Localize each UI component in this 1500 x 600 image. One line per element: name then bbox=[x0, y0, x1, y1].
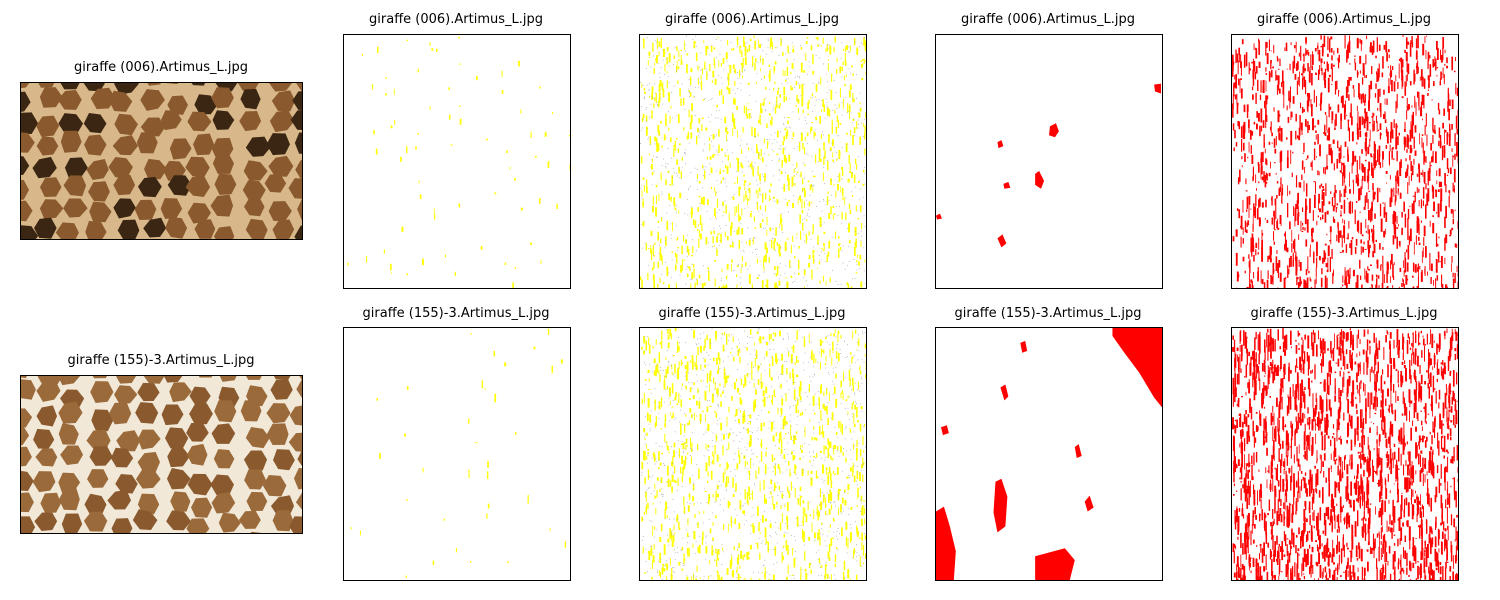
yellow-dense-mask-006 bbox=[639, 34, 867, 289]
mask-pixels bbox=[640, 35, 866, 288]
giraffe-patches bbox=[21, 376, 302, 533]
giraffe-photo-155-3 bbox=[20, 375, 303, 534]
red-dense-title-row2: giraffe (155)-3.Artimus_L.jpg bbox=[1250, 306, 1438, 321]
mask-blobs bbox=[936, 83, 1162, 248]
photo-title-row2: giraffe (155)-3.Artimus_L.jpg bbox=[67, 353, 255, 368]
yellow-sparse-mask-006 bbox=[343, 34, 571, 289]
mask-svg-r1-155 bbox=[936, 328, 1162, 580]
red-dense-mask-155-3 bbox=[1231, 327, 1459, 581]
mask-pixels bbox=[1232, 328, 1458, 580]
red-dense-mask-006 bbox=[1231, 34, 1459, 289]
mask-svg-r1-006 bbox=[936, 83, 1162, 248]
giraffe-patches bbox=[21, 83, 302, 239]
mask-pixels bbox=[640, 328, 866, 580]
yellow-dense-mask-155-3 bbox=[639, 327, 867, 581]
mask-svg-y2-155 bbox=[640, 328, 866, 580]
photo-svg-006 bbox=[21, 83, 302, 239]
yellow-dense-title-row1: giraffe (006).Artimus_L.jpg bbox=[665, 12, 839, 27]
mask-blobs bbox=[936, 328, 1162, 580]
yellow-sparse-title-row2: giraffe (155)-3.Artimus_L.jpg bbox=[362, 306, 550, 321]
mask-svg-y1-155 bbox=[350, 328, 566, 578]
mask-svg-y2-006 bbox=[640, 35, 866, 288]
photo-svg-155 bbox=[21, 376, 302, 533]
yellow-sparse-title-row1: giraffe (006).Artimus_L.jpg bbox=[369, 12, 543, 27]
mask-pixels bbox=[350, 328, 566, 578]
giraffe-photo-006 bbox=[20, 82, 303, 240]
red-sparse-title-row1: giraffe (006).Artimus_L.jpg bbox=[961, 12, 1135, 27]
red-blob-mask-155-3 bbox=[935, 327, 1163, 581]
mask-svg-y1-006 bbox=[347, 36, 570, 288]
red-blob-title-row2: giraffe (155)-3.Artimus_L.jpg bbox=[954, 306, 1142, 321]
yellow-sparse-mask-155-3 bbox=[343, 327, 571, 581]
mask-pixels bbox=[1232, 35, 1458, 288]
red-dense-title-row1: giraffe (006).Artimus_L.jpg bbox=[1257, 12, 1431, 27]
mask-pixels bbox=[347, 36, 570, 288]
photo-title-row1: giraffe (006).Artimus_L.jpg bbox=[74, 60, 248, 75]
mask-svg-r2-006 bbox=[1232, 35, 1458, 288]
yellow-dense-title-row2: giraffe (155)-3.Artimus_L.jpg bbox=[658, 306, 846, 321]
mask-svg-r2-155 bbox=[1232, 328, 1458, 580]
red-sparse-mask-006 bbox=[935, 34, 1163, 289]
